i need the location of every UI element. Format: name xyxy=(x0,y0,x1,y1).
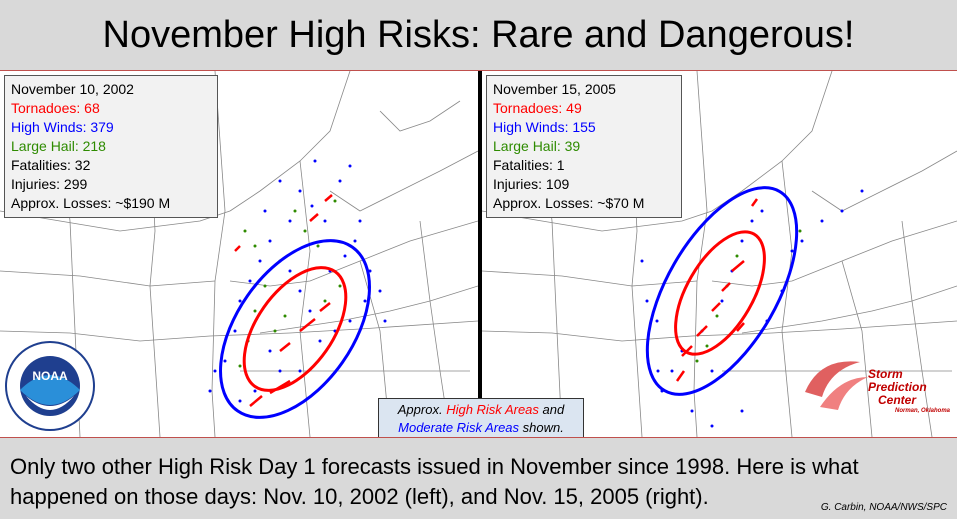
map-nov-15-2005: November 15, 2005 Tornadoes: 49 High Win… xyxy=(482,71,957,437)
stats-box-left: November 10, 2002 Tornadoes: 68 High Win… xyxy=(4,75,218,218)
tornado-count: Tornadoes: 49 xyxy=(493,100,582,116)
legend-line2: Moderate Risk Areas shown. xyxy=(379,419,583,437)
legend-high-risk: High Risk Areas xyxy=(446,402,539,417)
event-date: November 10, 2002 xyxy=(11,81,134,97)
page-title: November High Risks: Rare and Dangerous! xyxy=(102,13,855,56)
fatalities-count: Fatalities: 1 xyxy=(493,157,565,173)
spc-name-line2: Prediction xyxy=(868,380,927,394)
spc-location: Norman, Oklahoma xyxy=(895,408,951,414)
legend-line1: Approx. High Risk Areas and xyxy=(379,401,583,419)
title-bar: November High Risks: Rare and Dangerous! xyxy=(0,0,957,71)
legend-moderate-risk: Moderate Risk Areas xyxy=(398,420,520,435)
large-hail-count: Large Hail: 218 xyxy=(11,138,106,154)
injuries-count: Injuries: 299 xyxy=(11,176,88,192)
spc-name-line3: Center xyxy=(878,393,917,407)
noaa-label: NOAA xyxy=(32,369,68,383)
map-divider xyxy=(478,71,482,437)
spc-name-line1: Storm xyxy=(868,367,903,381)
losses-amount: Approx. Losses: ~$70 M xyxy=(493,195,645,211)
event-date: November 15, 2005 xyxy=(493,81,616,97)
map-left-svg xyxy=(0,71,478,437)
risk-area-legend: Approx. High Risk Areas and Moderate Ris… xyxy=(378,398,584,440)
spc-logo xyxy=(800,352,870,417)
high-wind-count: High Winds: 155 xyxy=(493,119,596,135)
losses-amount: Approx. Losses: ~$190 M xyxy=(11,195,171,211)
footer-text: Only two other High Risk Day 1 forecasts… xyxy=(10,454,859,509)
noaa-logo: NOAA xyxy=(4,340,96,437)
map-right-svg xyxy=(482,71,957,437)
tornado-count: Tornadoes: 68 xyxy=(11,100,100,116)
noaa-seal-icon: NOAA xyxy=(5,341,95,431)
legend-prefix: Approx. xyxy=(397,402,447,417)
footer: Only two other High Risk Day 1 forecasts… xyxy=(0,437,957,519)
stats-box-right: November 15, 2005 Tornadoes: 49 High Win… xyxy=(486,75,682,218)
credit: G. Carbin, NOAA/NWS/SPC xyxy=(820,502,947,513)
legend-and: and xyxy=(538,402,565,417)
spc-swirl-icon xyxy=(805,361,868,410)
injuries-count: Injuries: 109 xyxy=(493,176,570,192)
fatalities-count: Fatalities: 32 xyxy=(11,157,91,173)
legend-suffix: shown. xyxy=(519,420,564,435)
high-wind-count: High Winds: 379 xyxy=(11,119,114,135)
large-hail-count: Large Hail: 39 xyxy=(493,138,581,154)
